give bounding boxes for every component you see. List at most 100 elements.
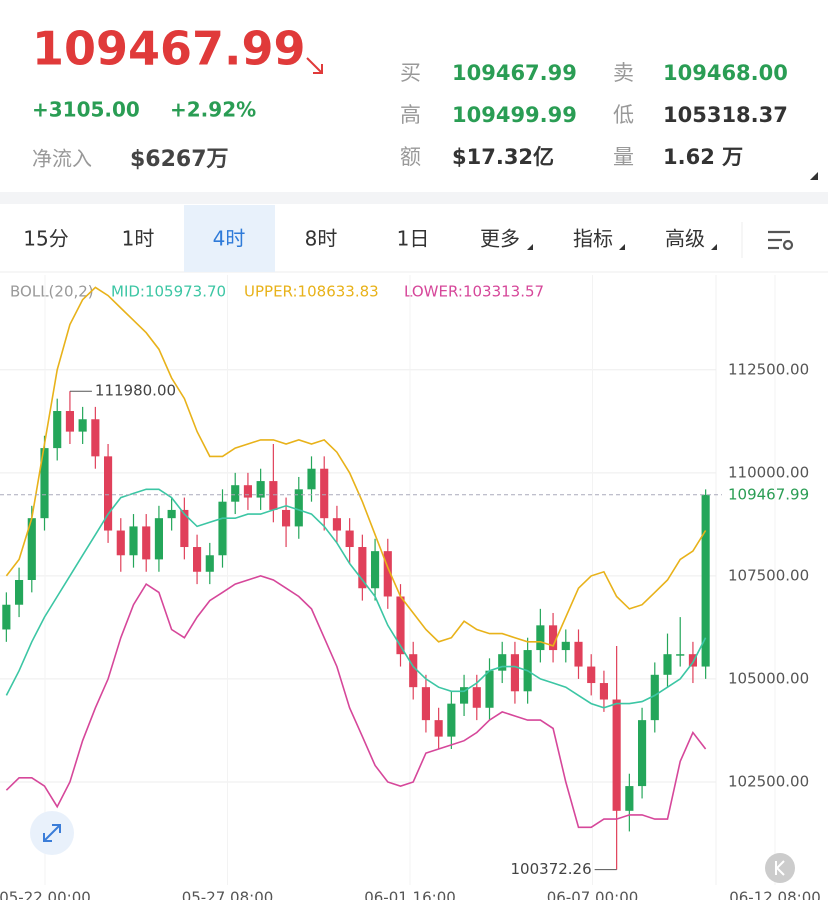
candle-body — [116, 530, 125, 556]
boll-name: BOLL(20,2) — [10, 283, 94, 301]
boll-mid: MID:105973.70 — [111, 283, 226, 301]
candle-body — [53, 411, 62, 449]
net-inflow-label: 净流入 — [32, 147, 92, 171]
candle-body — [129, 526, 138, 556]
candle-body — [180, 509, 189, 548]
candle-body — [688, 654, 697, 667]
tab[interactable]: 8时 — [305, 227, 338, 251]
candle-body — [498, 654, 507, 671]
candle-body — [27, 518, 36, 580]
candle-body — [307, 468, 316, 490]
stat-value: $17.32亿 — [452, 145, 554, 169]
stat-value: 109467.99 — [452, 61, 577, 85]
boll-lower — [5, 575, 707, 829]
candle-body — [371, 551, 380, 589]
candle-body — [409, 654, 418, 688]
tab[interactable]: 指标 — [573, 227, 613, 251]
net-inflow: $6267万 — [130, 147, 229, 172]
annotation-label: 111980.00 — [95, 382, 176, 400]
candle-body — [510, 654, 519, 692]
boll-upper — [5, 286, 707, 647]
candle-body — [549, 625, 558, 651]
candle-body — [243, 485, 252, 498]
dropdown-triangle — [527, 244, 533, 250]
expand-triangle[interactable] — [810, 172, 818, 180]
y-tick-label: 110000.00 — [728, 463, 809, 481]
change-pct: +2.92% — [170, 98, 256, 122]
candle-body — [269, 481, 278, 510]
y-tick-label: 107500.00 — [728, 566, 809, 584]
candle-body — [383, 551, 392, 597]
candle-body — [625, 786, 634, 811]
tab[interactable]: 高级 — [665, 227, 705, 251]
candle-body — [205, 555, 214, 572]
dropdown-triangle — [711, 244, 717, 250]
y-tick-label: 105000.00 — [728, 669, 809, 687]
tab[interactable]: 4时 — [213, 227, 246, 251]
candle-body — [485, 670, 494, 708]
tab-selected-bg — [184, 205, 275, 272]
stat-label: 卖 — [613, 61, 634, 85]
stat-label: 低 — [613, 103, 634, 127]
candle-body — [358, 547, 367, 589]
candle-body — [396, 596, 405, 655]
x-tick-label: 06-07 00:00 — [547, 889, 639, 900]
candle-body — [282, 509, 291, 527]
candle-body — [40, 448, 49, 519]
stat-value: 109468.00 — [663, 61, 788, 85]
tab[interactable]: 1日 — [397, 227, 430, 251]
y-tick-label: 102500.00 — [728, 772, 809, 790]
candle-body — [167, 509, 176, 519]
candle-body — [663, 654, 672, 675]
candle-body — [472, 687, 481, 708]
last-price-label: 109467.99 — [728, 485, 809, 503]
dropdown-triangle — [619, 244, 625, 250]
candle-body — [612, 699, 621, 811]
tab[interactable]: 15分 — [23, 227, 68, 251]
candle-body — [256, 481, 265, 498]
tab[interactable]: 1时 — [122, 227, 155, 251]
boll-upper: UPPER:108633.83 — [244, 283, 379, 301]
candle-body — [561, 641, 570, 651]
annotation-label: 100372.26 — [511, 860, 592, 878]
settings-icon[interactable] — [768, 230, 794, 251]
candle-body — [15, 580, 24, 605]
candle-body — [142, 526, 151, 560]
candle-body — [460, 687, 469, 704]
candle-body — [701, 494, 710, 667]
stat-label: 额 — [400, 145, 421, 169]
candle-body — [218, 501, 227, 556]
plot — [0, 275, 776, 885]
candle-body — [447, 703, 456, 737]
stat-label: 量 — [613, 145, 634, 169]
stat-label: 买 — [400, 61, 421, 85]
boll-lower: LOWER:103313.57 — [404, 283, 544, 301]
candle-body — [154, 518, 163, 560]
price: 109467.99 — [32, 22, 306, 76]
candle-body — [193, 547, 202, 572]
candle-body — [345, 530, 354, 548]
candle-body — [2, 604, 11, 630]
boll-mid — [5, 488, 707, 709]
fullscreen-icon — [43, 824, 61, 842]
x-tick-label: 06-01 16:00 — [364, 889, 456, 900]
candle-body — [231, 485, 240, 502]
stat-value: 109499.99 — [452, 103, 577, 127]
candle-body — [638, 720, 647, 787]
candle-body — [536, 625, 545, 651]
stat-value: 1.62 万 — [663, 145, 743, 169]
candle-body — [104, 456, 113, 531]
reset-icon — [775, 860, 785, 876]
x-tick-label: 05-22 00:00 — [0, 889, 91, 900]
candle-body — [434, 720, 443, 737]
tab[interactable]: 更多 — [480, 227, 520, 251]
reset-button[interactable] — [765, 853, 795, 883]
candle-body — [421, 687, 430, 721]
x-tick-label: 06-12 08:00 — [729, 889, 821, 900]
x-tick-label: 05-27 08:00 — [182, 889, 274, 900]
candle-body — [65, 411, 74, 432]
candle-body — [676, 654, 685, 656]
candle-body — [78, 419, 87, 432]
candle-body — [294, 489, 303, 527]
